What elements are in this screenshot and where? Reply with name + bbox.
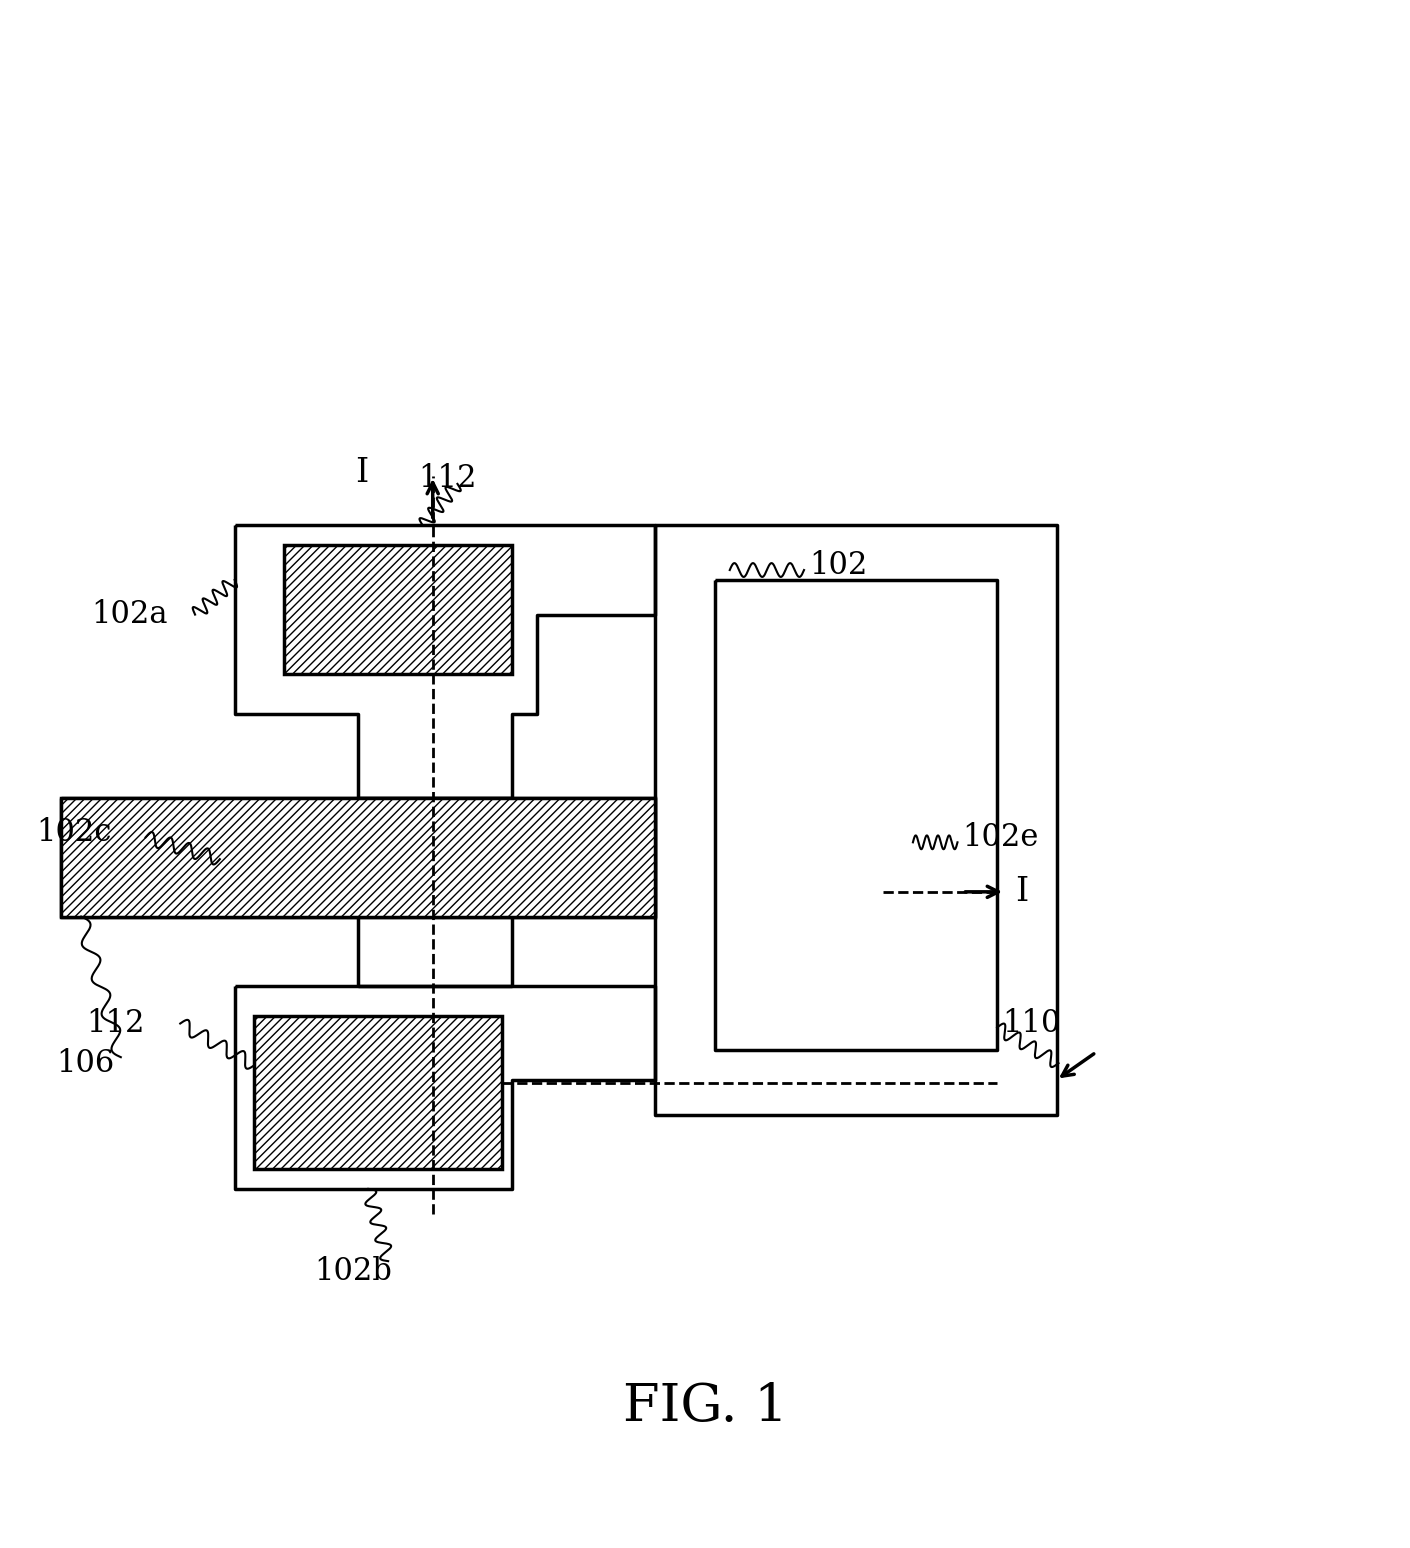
Text: 102c: 102c bbox=[37, 817, 111, 848]
Text: 102e: 102e bbox=[963, 822, 1039, 853]
Text: 110: 110 bbox=[1003, 1008, 1060, 1039]
Text: 102a: 102a bbox=[92, 599, 168, 630]
Bar bbox=[254, 1015, 502, 1169]
Text: 106: 106 bbox=[56, 1048, 114, 1079]
Text: 112: 112 bbox=[86, 1008, 145, 1039]
Text: 102b: 102b bbox=[314, 1255, 392, 1286]
Text: I: I bbox=[1015, 876, 1028, 907]
Text: FIG. 1: FIG. 1 bbox=[623, 1381, 787, 1432]
Text: 102: 102 bbox=[809, 550, 867, 580]
Bar bbox=[62, 797, 656, 916]
Text: I: I bbox=[355, 457, 369, 489]
Text: 112: 112 bbox=[417, 463, 477, 494]
Bar bbox=[285, 545, 512, 673]
